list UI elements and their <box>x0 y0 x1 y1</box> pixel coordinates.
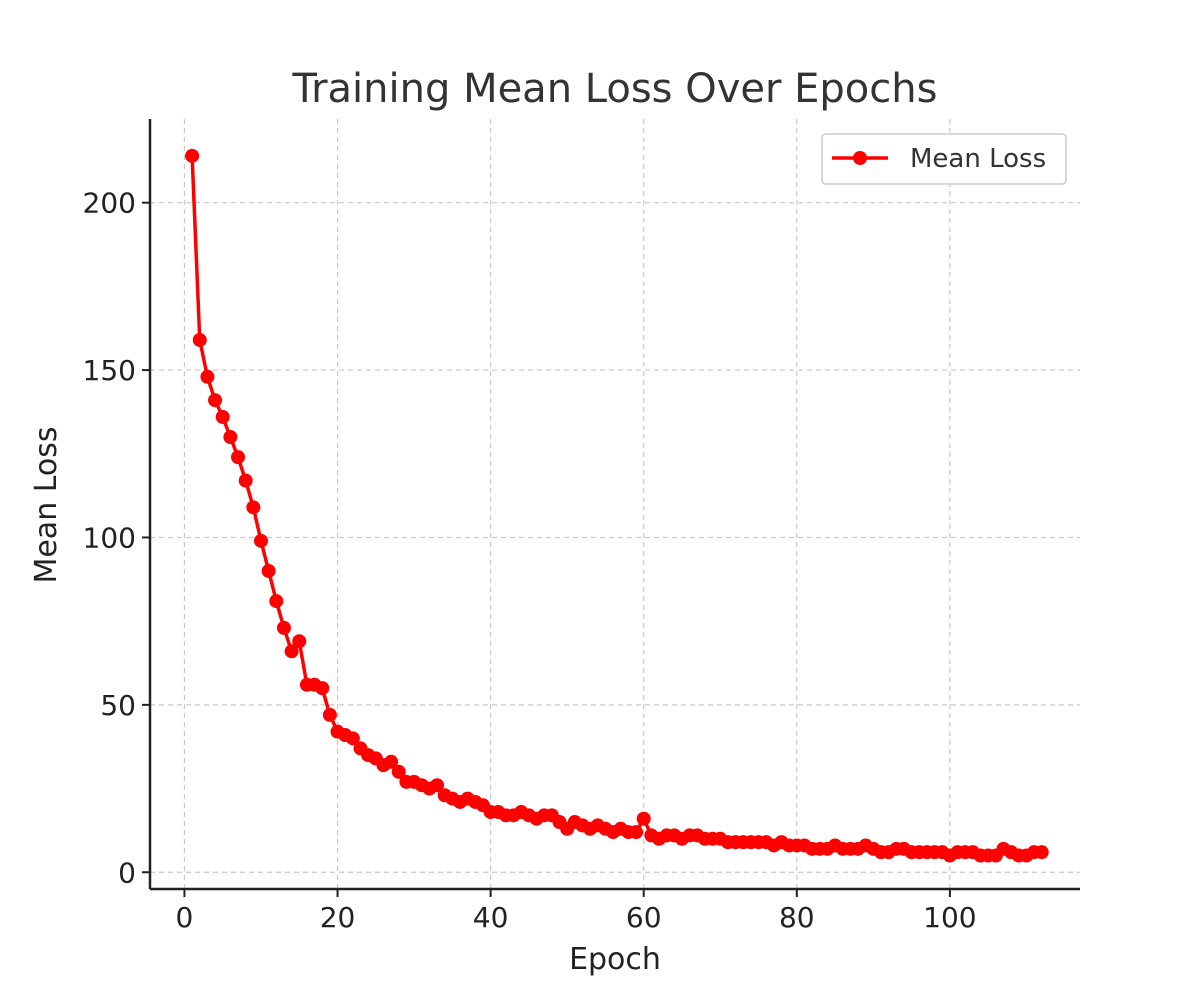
data-point <box>345 731 360 746</box>
data-point <box>253 533 268 548</box>
ticks-layer: 0 20 40 60 80 100 0 50 100 150 200 <box>83 187 977 934</box>
data-point <box>629 825 644 840</box>
legend-box <box>821 133 1067 185</box>
data-point <box>238 473 253 488</box>
data-point <box>223 430 238 445</box>
series-line <box>190 155 1042 858</box>
y-tick-label: 100 <box>83 521 136 554</box>
y-axis-label: Mean Loss <box>29 426 64 583</box>
data-point <box>192 332 207 347</box>
y-tick-label: 150 <box>83 354 136 387</box>
data-point <box>284 644 299 659</box>
y-tick-label: 50 <box>100 689 136 722</box>
data-point <box>384 754 399 769</box>
x-tick-label: 80 <box>779 901 815 934</box>
legend: Mean Loss <box>821 133 1067 185</box>
chart-title: Training Mean Loss Over Epochs <box>292 66 938 112</box>
series-layer <box>185 148 1049 863</box>
legend-marker-swatch <box>853 151 867 165</box>
data-point <box>430 778 445 793</box>
x-tick-label: 40 <box>473 901 509 934</box>
data-point <box>322 707 337 722</box>
data-point <box>185 148 200 163</box>
x-tick-label: 20 <box>320 901 356 934</box>
data-point <box>1034 845 1049 860</box>
y-tick-label: 200 <box>83 187 136 220</box>
data-point <box>636 811 651 826</box>
x-tick-label: 100 <box>923 901 976 934</box>
x-tick-label: 0 <box>176 901 194 934</box>
legend-entry-mean-loss: Mean Loss <box>910 144 1046 174</box>
data-point <box>315 681 330 696</box>
data-point <box>261 563 276 578</box>
data-point <box>391 764 406 779</box>
data-point <box>208 393 223 408</box>
data-point <box>215 409 230 424</box>
data-point <box>246 500 261 515</box>
x-tick-label: 60 <box>626 901 662 934</box>
data-point <box>292 634 307 649</box>
y-tick-label: 0 <box>118 856 136 889</box>
grid-layer <box>150 119 1080 889</box>
data-point <box>269 594 284 609</box>
data-point <box>200 369 215 384</box>
data-point <box>276 620 291 635</box>
x-axis-label: Epoch <box>569 942 661 977</box>
data-point <box>231 450 246 465</box>
